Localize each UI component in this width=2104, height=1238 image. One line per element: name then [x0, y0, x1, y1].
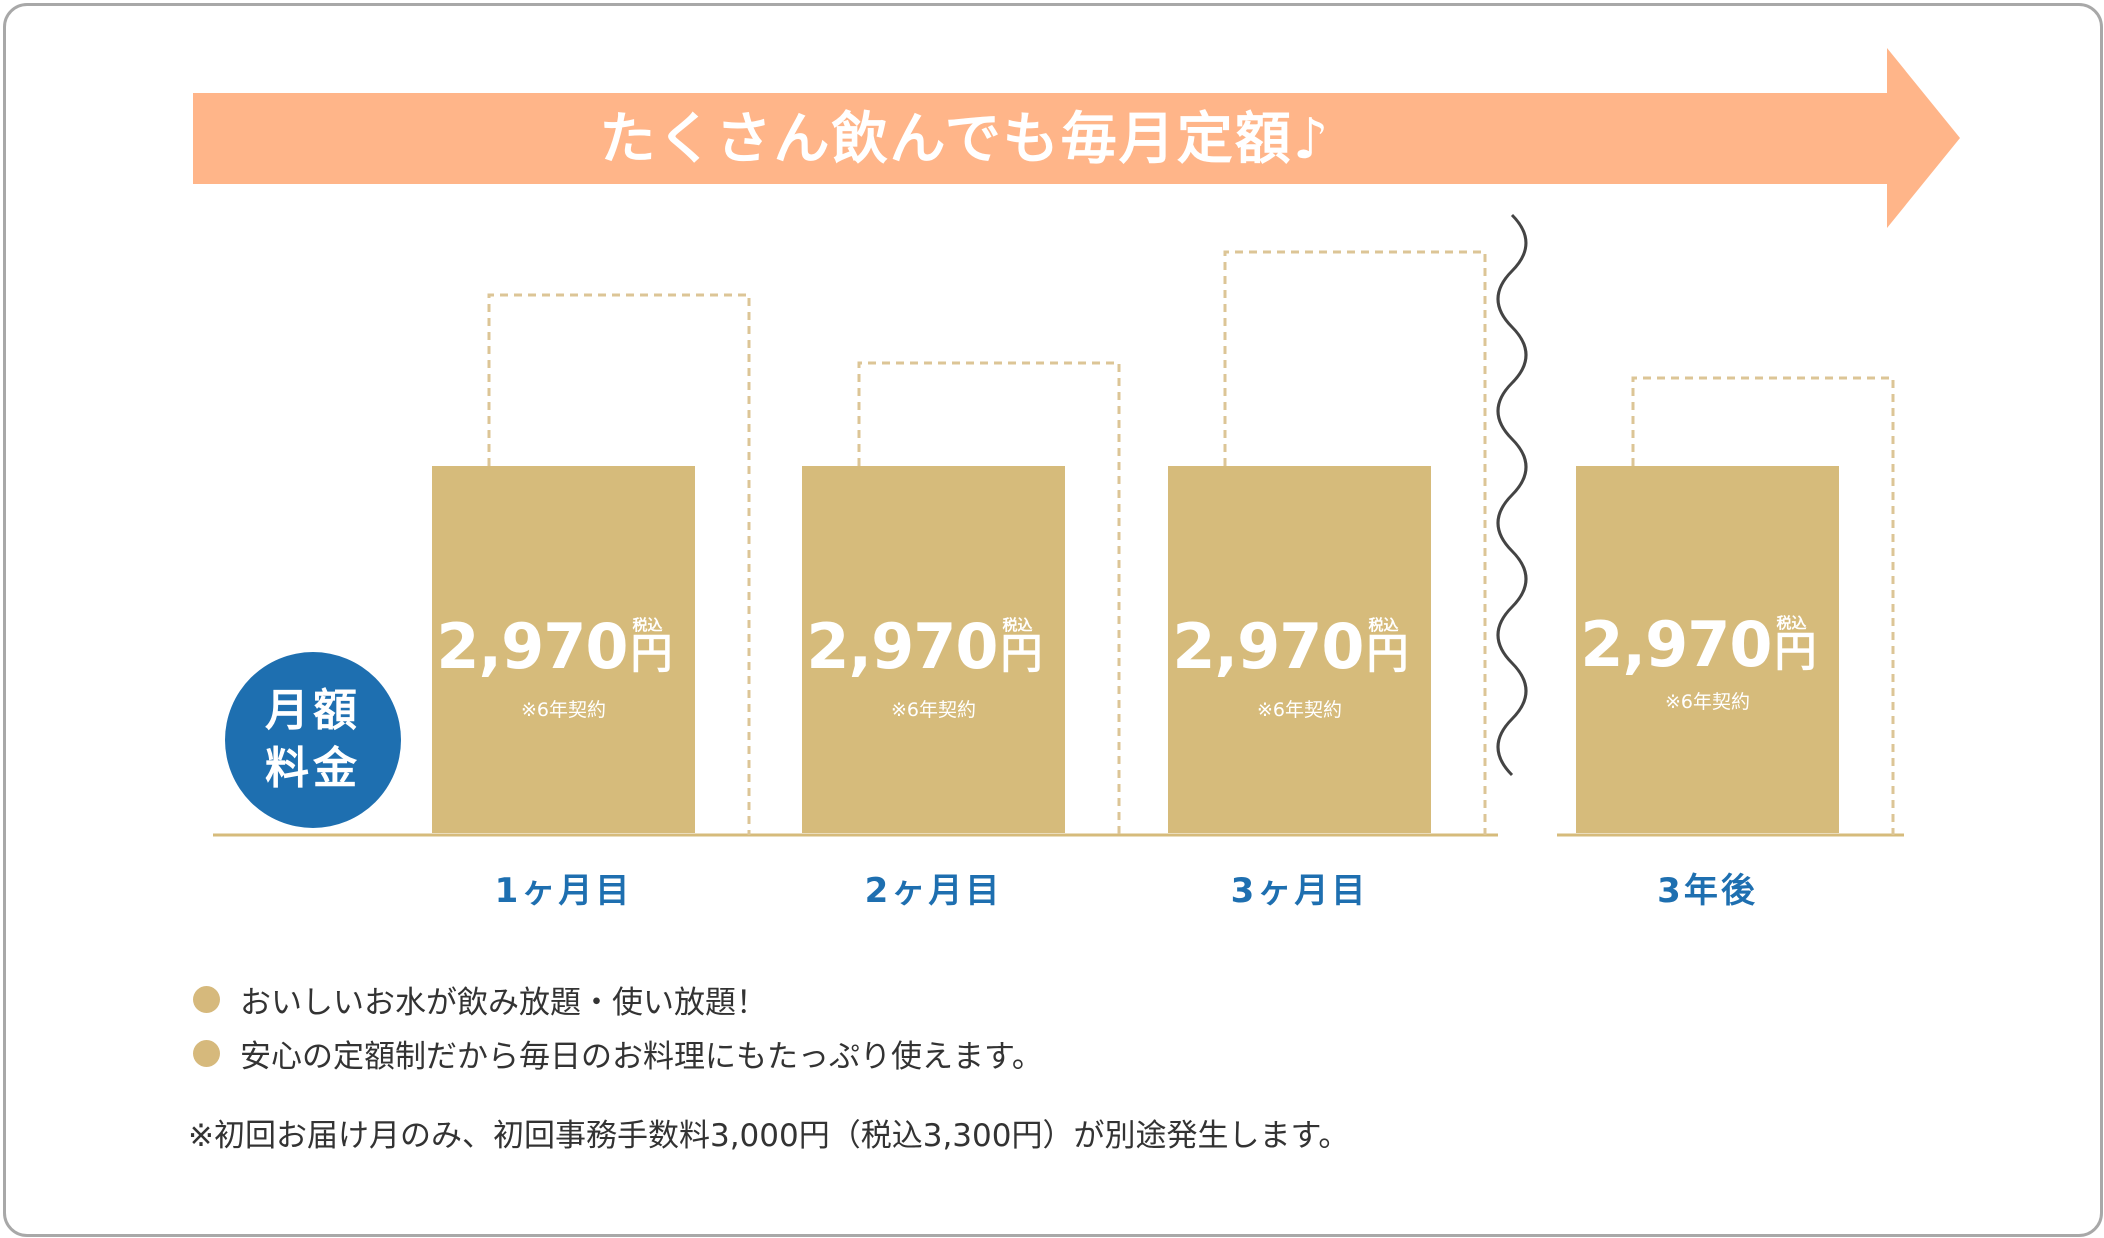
price-bar	[1576, 466, 1839, 833]
period-label: 3年後	[1657, 871, 1758, 911]
feature-text: おいしいお水が飲み放題・使い放題！	[240, 984, 767, 1021]
price-value-label: 2,970	[1580, 608, 1771, 681]
price-value-label: 2,970	[806, 610, 997, 683]
feature-text: 安心の定額制だから毎日のお料理にもたっぷり使えます。	[240, 1038, 1043, 1075]
price-unit-label: 円	[1367, 629, 1409, 678]
price-bar	[432, 466, 695, 833]
contract-note: ※6年契約	[891, 699, 976, 721]
period-label: 3ヶ月目	[1231, 871, 1369, 911]
tax-label: 税込	[1776, 614, 1806, 632]
badge-line-2: 料金	[265, 743, 361, 794]
feature-item: おいしいお水が飲み放題・使い放題！	[193, 972, 1043, 1026]
period-label: 1ヶ月目	[495, 871, 633, 911]
price-unit-label: 円	[1001, 629, 1043, 678]
contract-note: ※6年契約	[1665, 691, 1750, 713]
price-unit-label: 円	[631, 629, 673, 678]
feature-list: おいしいお水が飲み放題・使い放題！ 安心の定額制だから毎日のお料理にもたっぷり使…	[193, 972, 1043, 1080]
banner-arrow	[193, 48, 1960, 228]
contract-note: ※6年契約	[1257, 699, 1342, 721]
contract-note: ※6年契約	[521, 699, 606, 721]
price-bar	[802, 466, 1065, 833]
price-unit-label: 円	[1775, 627, 1817, 676]
bullet-dot	[193, 1039, 220, 1067]
price-value-label: 2,970	[1172, 610, 1363, 683]
monthly-fee-badge: 月額 料金	[225, 652, 401, 828]
badge-line-1: 月額	[265, 685, 361, 736]
tax-label: 税込	[632, 616, 662, 634]
footnote: ※初回お届け月のみ、初回事務手数料3,000円（税込3,300円）が別途発生しま…	[188, 1118, 1350, 1154]
tax-label: 税込	[1368, 616, 1398, 634]
banner-text: たくさん飲んでも毎月定額♪	[600, 107, 1331, 172]
tax-label: 税込	[1002, 616, 1032, 634]
bullet-dot	[193, 985, 220, 1013]
usage-dashed-outline	[1631, 376, 1895, 835]
period-label: 2ヶ月目	[865, 871, 1003, 911]
price-bar	[1168, 466, 1431, 833]
usage-dashed-outline	[1223, 250, 1487, 835]
axis-break-wave	[1496, 213, 1528, 777]
usage-dashed-outline	[487, 293, 751, 835]
feature-item: 安心の定額制だから毎日のお料理にもたっぷり使えます。	[193, 1026, 1043, 1080]
price-value-label: 2,970	[436, 610, 627, 683]
